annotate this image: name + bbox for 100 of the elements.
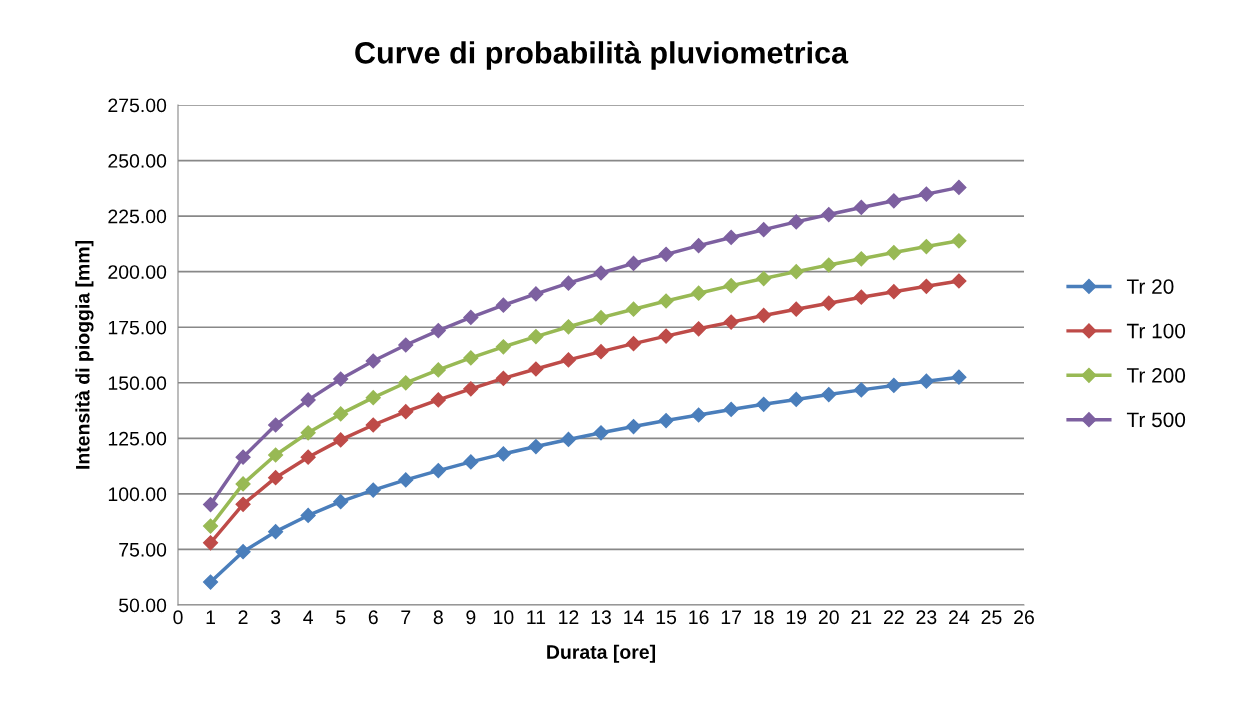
point <box>593 344 609 360</box>
point <box>886 284 902 300</box>
y-tick-label: 200.00 <box>108 265 167 279</box>
point <box>691 285 707 301</box>
point <box>202 535 219 551</box>
point <box>853 289 869 305</box>
point <box>463 309 479 326</box>
point <box>788 391 804 408</box>
point <box>886 244 902 261</box>
point <box>723 401 739 418</box>
point <box>691 238 707 254</box>
x-tick-label: 5 <box>336 610 346 625</box>
chart-title: Curve di probabilità pluviometrica <box>355 40 849 70</box>
point <box>365 482 381 498</box>
point <box>560 431 577 448</box>
point <box>235 544 251 560</box>
point <box>398 375 414 391</box>
point <box>691 321 707 337</box>
point <box>495 370 511 386</box>
y-axis-title: Intensità di pioggia [mm] <box>75 241 94 469</box>
y-tick-label: 175.00 <box>108 320 167 335</box>
point <box>821 386 837 403</box>
point <box>365 417 381 433</box>
point <box>268 417 284 433</box>
y-tick-label: 100.00 <box>108 487 167 502</box>
x-tick-label: 8 <box>433 610 443 625</box>
point <box>951 233 967 249</box>
legend-label: Tr 500 <box>1126 412 1186 428</box>
x-tick-label: 23 <box>916 610 937 625</box>
x-tick-label: 19 <box>786 610 807 625</box>
point <box>593 425 609 441</box>
point <box>300 425 316 441</box>
x-tick-label: 22 <box>884 610 904 624</box>
point <box>300 392 316 408</box>
x-tick-label: 15 <box>656 610 677 625</box>
point <box>853 382 869 398</box>
x-tick-label: 17 <box>721 610 741 624</box>
x-tick-label: 13 <box>591 610 611 625</box>
point <box>430 362 446 378</box>
point <box>333 432 349 448</box>
x-tick-label: 12 <box>559 610 579 624</box>
point <box>528 361 544 377</box>
point <box>658 293 674 309</box>
point <box>398 404 414 420</box>
x-tick-label: 9 <box>466 610 476 625</box>
point <box>691 407 707 423</box>
point <box>463 454 479 470</box>
point <box>723 278 739 294</box>
point <box>300 507 316 524</box>
point <box>398 337 414 353</box>
point <box>593 310 609 326</box>
point <box>463 350 479 366</box>
point <box>723 314 739 330</box>
point <box>788 214 804 230</box>
point <box>528 438 544 455</box>
point <box>658 412 674 429</box>
point <box>918 373 934 389</box>
legend-label: Tr 100 <box>1126 323 1186 339</box>
point <box>268 447 284 463</box>
point <box>853 251 869 267</box>
x-tick-label: 26 <box>1014 610 1034 625</box>
x-tick-label: 18 <box>754 610 774 625</box>
x-tick-label: 11 <box>527 610 546 624</box>
x-tick-label: 4 <box>303 610 313 624</box>
point <box>918 238 934 255</box>
point <box>333 494 349 510</box>
point <box>625 336 642 352</box>
point <box>788 301 804 317</box>
x-tick-label: 6 <box>368 610 378 625</box>
y-tick-label: 75.00 <box>119 542 167 557</box>
point <box>853 199 869 216</box>
x-tick-label: 21 <box>851 610 872 624</box>
point <box>918 278 934 294</box>
x-tick-label: 2 <box>238 610 248 624</box>
point <box>202 518 219 534</box>
x-tick-label: 16 <box>689 610 709 625</box>
point <box>333 406 349 422</box>
point <box>821 206 837 223</box>
legend-label: Tr 20 <box>1126 279 1174 294</box>
x-tick-label: 1 <box>206 610 215 624</box>
x-axis-title: Durata [ore] <box>547 644 656 663</box>
x-tick-label: 20 <box>818 610 839 625</box>
x-tick-label: 25 <box>981 610 1002 625</box>
point <box>495 446 511 462</box>
y-tick-label: 150.00 <box>108 376 167 391</box>
x-tick-label: 3 <box>270 610 281 625</box>
point <box>365 353 381 369</box>
y-tick-label: 225.00 <box>108 209 167 224</box>
point <box>365 390 381 406</box>
point <box>495 297 511 313</box>
point <box>886 377 902 394</box>
legend-label: Tr 200 <box>1126 368 1186 383</box>
point <box>951 369 967 385</box>
point <box>235 449 251 465</box>
point <box>300 449 316 465</box>
y-tick-label: 275.00 <box>108 98 167 113</box>
point <box>625 301 642 317</box>
point <box>625 418 642 435</box>
point <box>756 396 772 412</box>
point <box>625 255 642 272</box>
